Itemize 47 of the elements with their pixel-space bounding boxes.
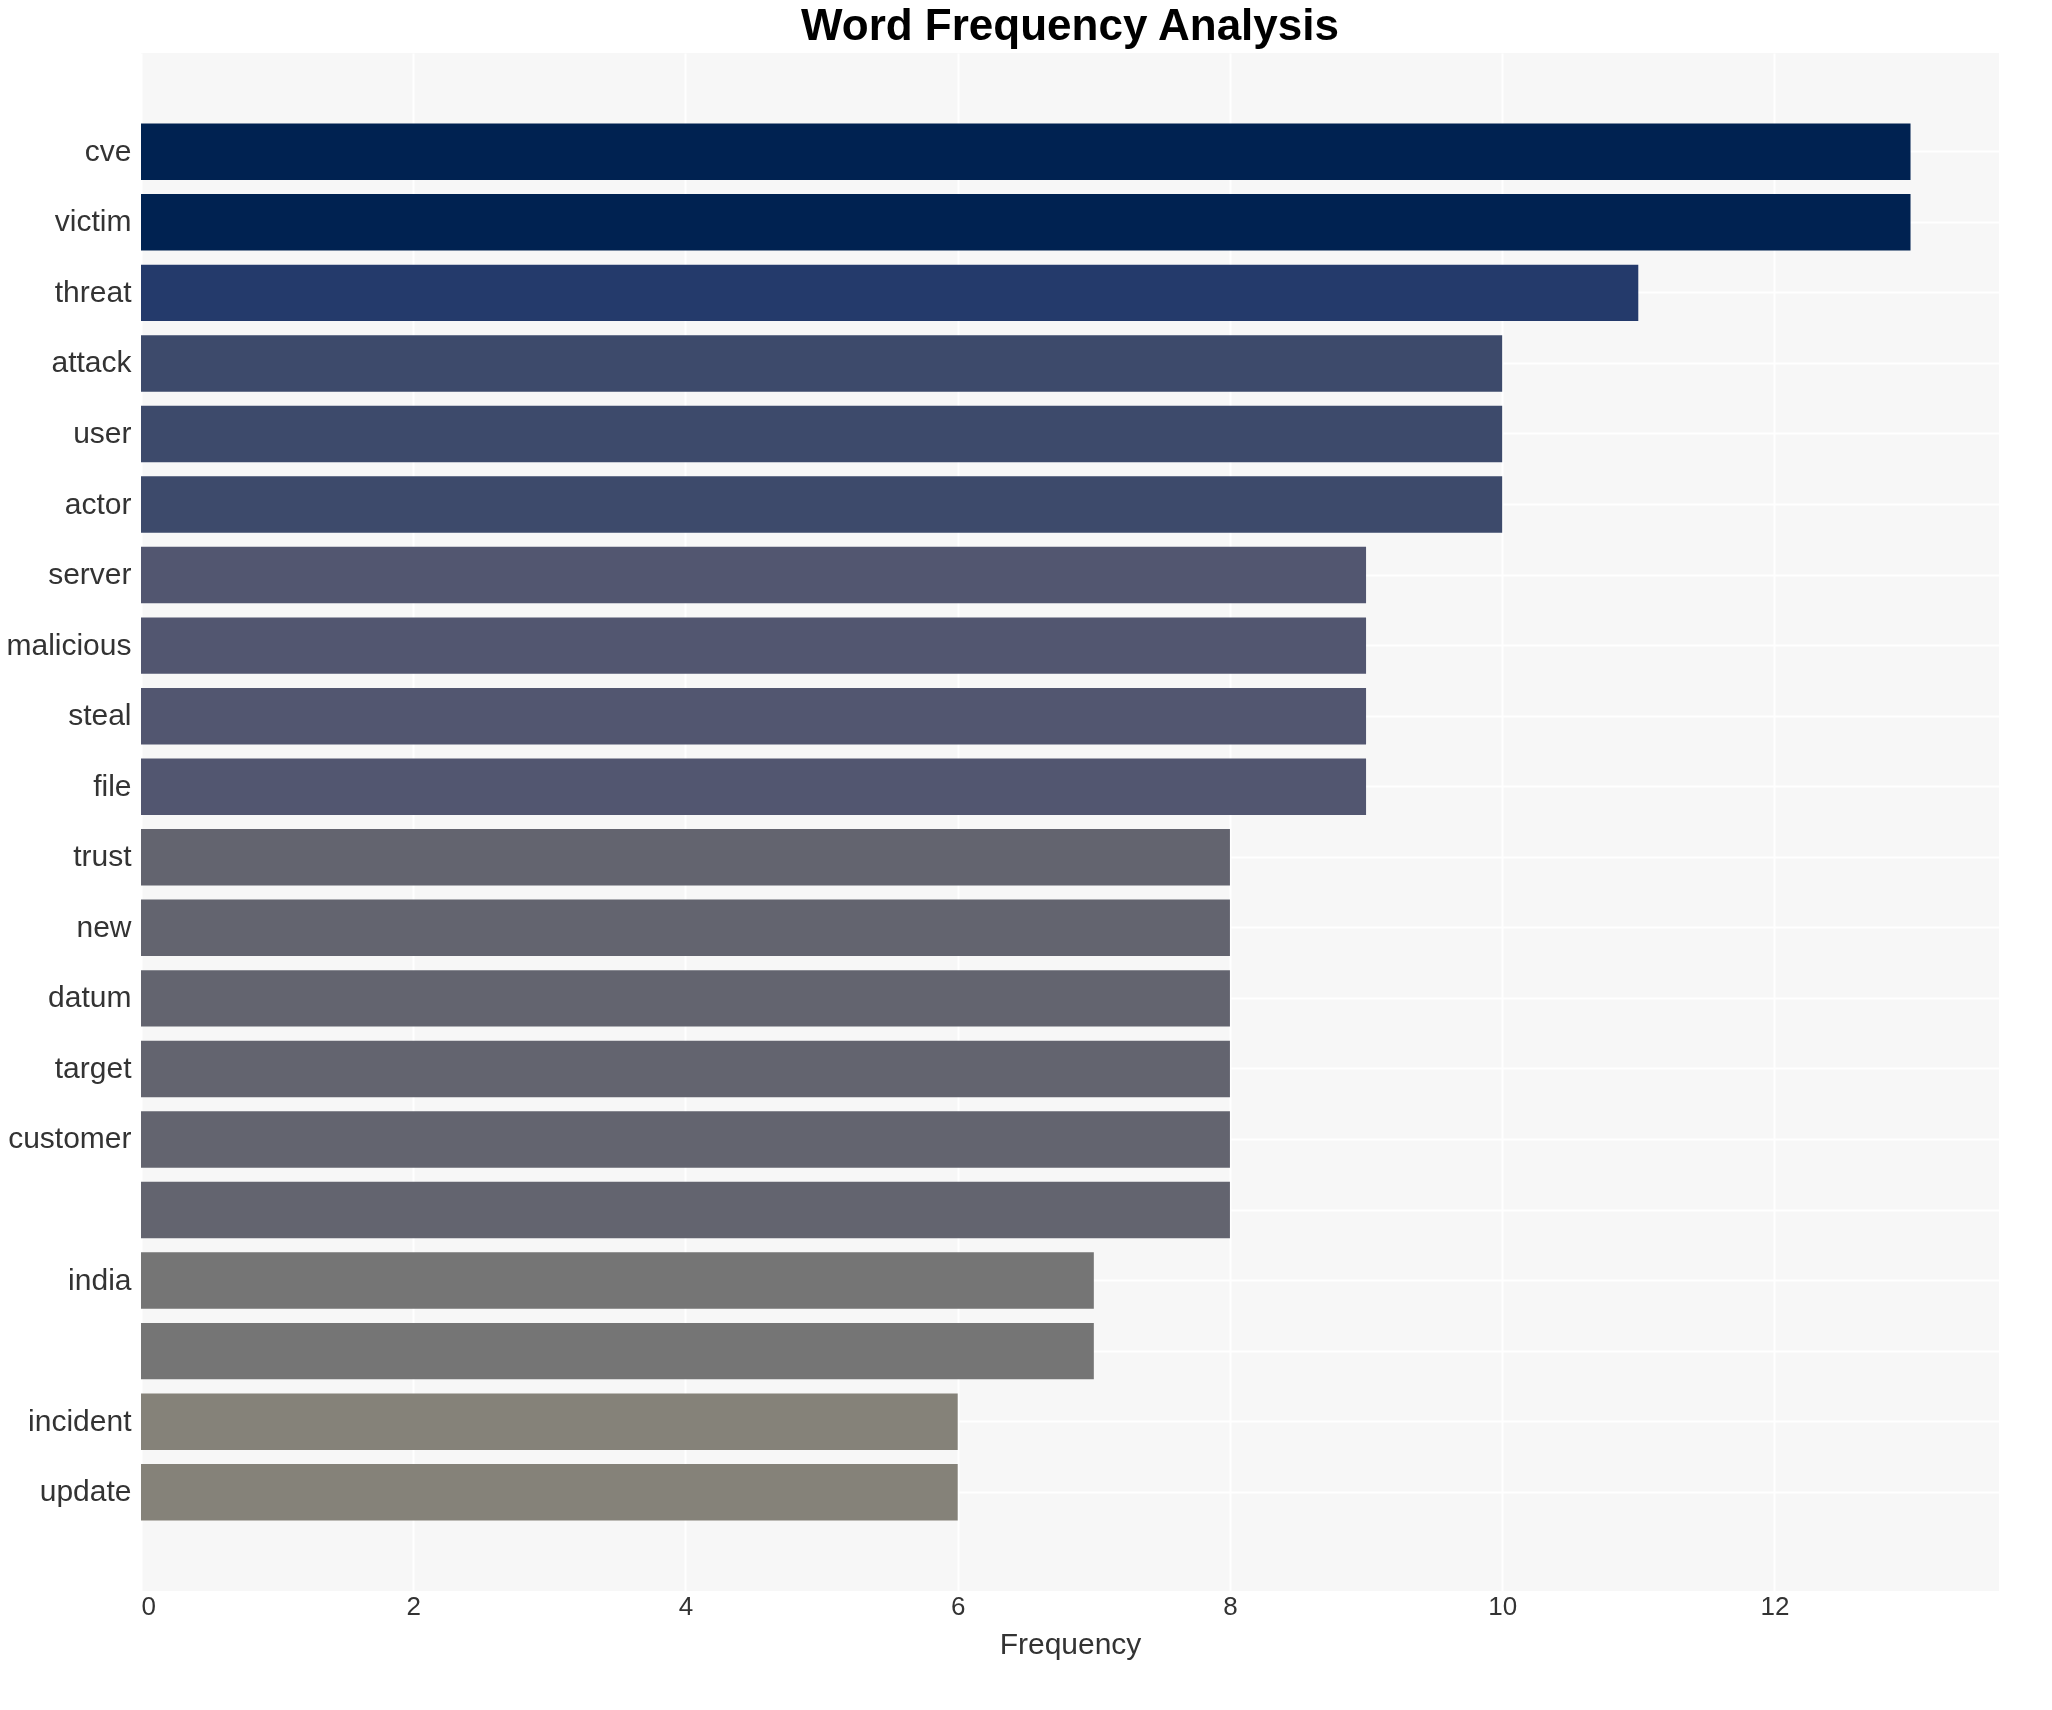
bar (141, 687, 1367, 745)
bar (141, 970, 1230, 1027)
y-tick-label: steal (68, 698, 132, 732)
bar (141, 1322, 1094, 1380)
y-tick-label: incident (28, 1403, 133, 1437)
bar (141, 829, 1230, 886)
chart-title: Word Frequency Analysis (801, 0, 1339, 49)
bar (141, 405, 1503, 463)
y-tick-label: cve (84, 133, 132, 167)
bar (141, 476, 1503, 533)
bar (141, 1040, 1230, 1098)
x-tick-label: 6 (950, 1590, 966, 1621)
y-tick-label: user (73, 415, 132, 449)
x-tick-label: 12 (1760, 1590, 1790, 1621)
x-tick-label: 8 (1223, 1590, 1238, 1621)
y-tick-label: file (93, 768, 132, 802)
y-tick-label: attack (51, 345, 133, 379)
bar (141, 1111, 1230, 1168)
x-axis-title: Frequency (999, 1626, 1142, 1660)
x-tick-label: 0 (141, 1590, 156, 1621)
bar (141, 1252, 1094, 1309)
y-tick-label: target (54, 1050, 133, 1084)
bar (141, 758, 1367, 815)
x-tick-label: 4 (678, 1590, 694, 1621)
y-tick-label: datum (48, 980, 132, 1014)
bar (141, 899, 1230, 957)
y-tick-label: customer (8, 1121, 132, 1155)
bar (141, 194, 1911, 251)
y-tick-label: update (39, 1474, 132, 1508)
bar (141, 546, 1367, 604)
bar (141, 1181, 1230, 1239)
y-tick-label: actor (64, 486, 132, 520)
x-tick-label: 10 (1488, 1590, 1518, 1621)
y-tick-label: new (76, 909, 132, 943)
y-tick-label: server (48, 557, 132, 591)
x-tick-label: 2 (406, 1590, 421, 1621)
y-tick-label: malicious (6, 627, 132, 661)
y-tick-label: threat (54, 274, 133, 308)
bar (141, 123, 1911, 180)
y-tick-label: victim (54, 204, 132, 238)
y-tick-label: trust (73, 839, 133, 873)
bar (141, 617, 1367, 674)
bar (141, 1464, 958, 1521)
bar (141, 1393, 958, 1450)
bar (141, 335, 1503, 392)
y-tick-label: india (68, 1262, 132, 1296)
bar (141, 264, 1639, 322)
